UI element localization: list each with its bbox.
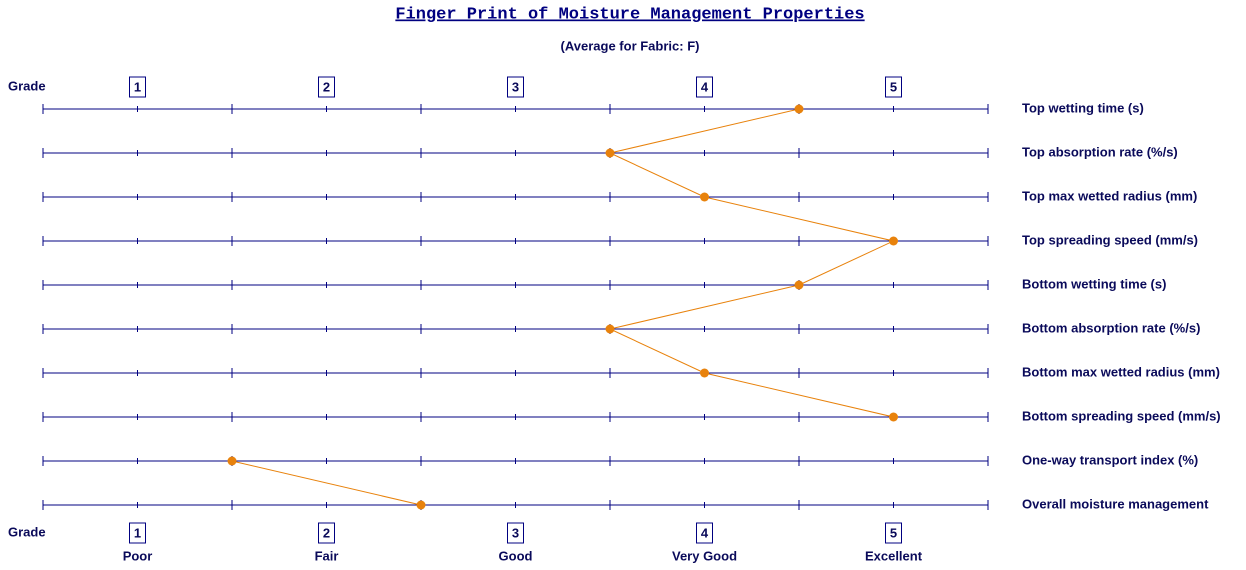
grade-box — [885, 522, 902, 544]
x-tick-label: 1 — [134, 79, 141, 94]
row-label: Top spreading speed (mm/s) — [1022, 232, 1198, 247]
grade-box — [507, 522, 524, 544]
grade-box — [885, 76, 902, 98]
point — [227, 456, 237, 466]
grade-description: Very Good — [672, 548, 737, 563]
row-label: Bottom max wetted radius (mm) — [1022, 364, 1220, 379]
grade-box — [129, 76, 146, 98]
row-label: Bottom absorption rate (%/s) — [1022, 320, 1200, 335]
x-tick-label: 3 — [512, 525, 519, 540]
point — [416, 500, 426, 510]
x-tick-label: 4 — [701, 525, 709, 540]
row-label: Top absorption rate (%/s) — [1022, 144, 1178, 159]
profile-line — [231, 460, 422, 506]
grade-description: Excellent — [865, 548, 923, 563]
grade-box — [507, 76, 524, 98]
grade-label: Grade — [8, 78, 46, 93]
grade-box — [696, 76, 713, 98]
grade-description: Fair — [315, 548, 339, 563]
point — [794, 104, 804, 114]
x-tick-label: 5 — [890, 79, 897, 94]
row-label: Top max wetted radius (mm) — [1022, 188, 1197, 203]
x-tick-label: 4 — [701, 79, 709, 94]
grade-label: Grade — [8, 524, 46, 539]
grade-box — [696, 522, 713, 544]
point — [700, 192, 709, 202]
grade-box — [318, 76, 335, 98]
profile-line — [608, 108, 896, 418]
grade-box — [318, 522, 335, 544]
row-label: Bottom spreading speed (mm/s) — [1022, 408, 1221, 423]
row-label: One-way transport index (%) — [1022, 452, 1198, 467]
row-label: Bottom wetting time (s) — [1022, 276, 1166, 291]
x-tick-label: 2 — [323, 79, 330, 94]
point — [605, 324, 615, 334]
point — [889, 412, 898, 422]
row-label: Overall moisture management — [1022, 496, 1209, 511]
row-label: Top wetting time (s) — [1022, 100, 1144, 115]
point — [605, 148, 615, 158]
chart-title: Finger Print of Moisture Management Prop… — [395, 5, 864, 24]
point — [889, 236, 898, 246]
chart-subtitle: (Average for Fabric: F) — [561, 38, 700, 53]
x-tick-label: 2 — [323, 525, 330, 540]
x-tick-label: 5 — [890, 525, 897, 540]
point — [700, 368, 709, 378]
point — [794, 280, 804, 290]
grade-description: Good — [499, 548, 533, 563]
grade-box — [129, 522, 146, 544]
x-tick-label: 1 — [134, 525, 141, 540]
x-tick-label: 3 — [512, 79, 519, 94]
grade-description: Poor — [123, 548, 153, 563]
